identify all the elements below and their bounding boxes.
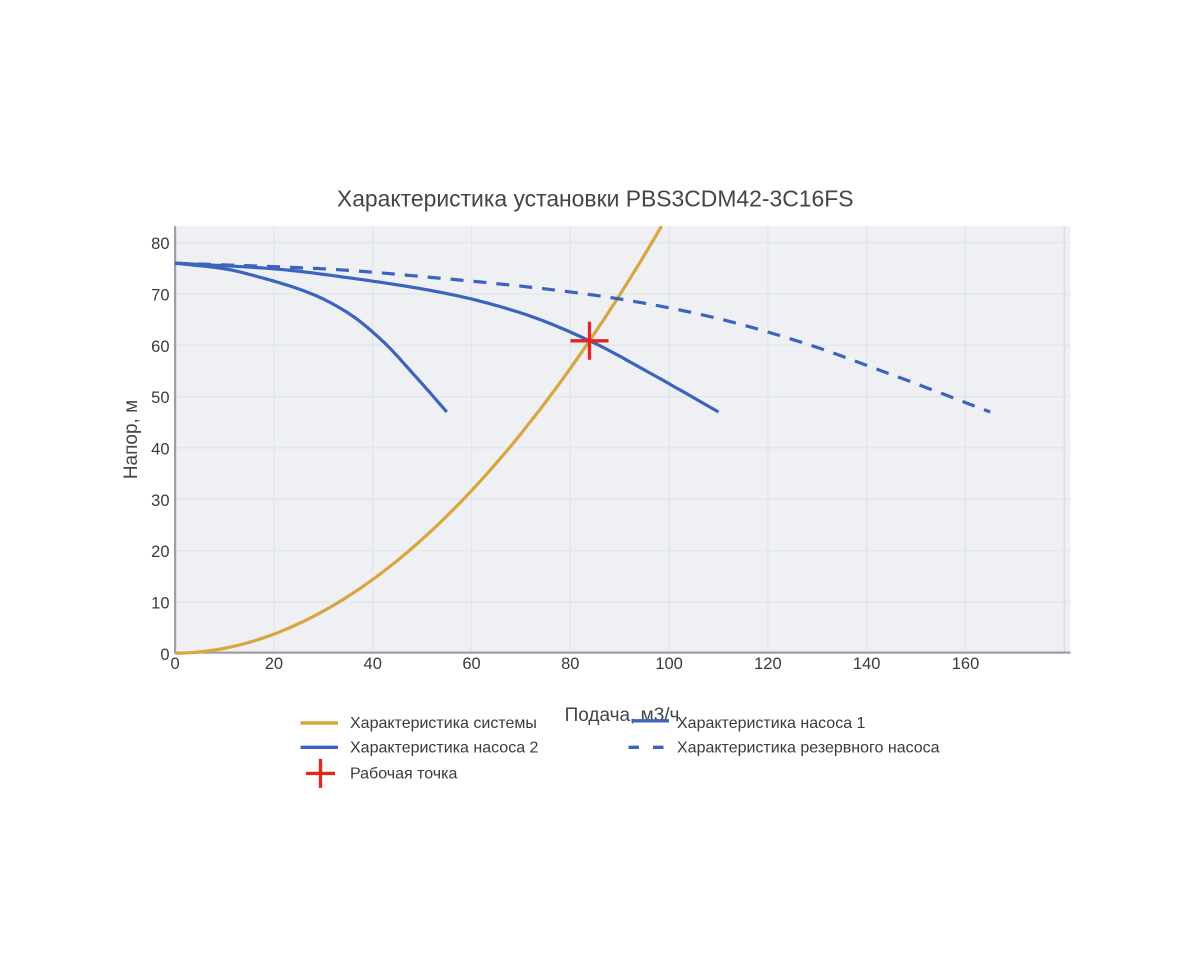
svg-text:60: 60 [462,655,480,673]
svg-text:Характеристика системы: Характеристика системы [350,715,537,732]
svg-text:Подача, м3/ч: Подача, м3/ч [565,705,680,726]
svg-text:80: 80 [151,235,169,253]
svg-text:10: 10 [151,595,169,613]
svg-text:Рабочая точка: Рабочая точка [350,765,457,782]
svg-text:160: 160 [952,655,980,673]
svg-text:60: 60 [151,338,169,356]
svg-text:40: 40 [364,655,382,673]
svg-text:20: 20 [151,543,169,561]
svg-text:20: 20 [265,655,283,673]
svg-text:Характеристика насоса 1: Характеристика насоса 1 [677,715,866,732]
svg-text:Характеристика резервного насо: Характеристика резервного насоса [677,739,940,756]
svg-text:120: 120 [754,655,782,673]
svg-text:Характеристика насоса 2: Характеристика насоса 2 [350,739,539,756]
svg-text:Характеристика установки PBS3C: Характеристика установки PBS3CDM42-3C16F… [337,186,854,212]
svg-text:70: 70 [151,287,169,305]
svg-text:100: 100 [655,655,683,673]
svg-text:0: 0 [160,646,169,664]
svg-text:30: 30 [151,492,169,510]
svg-text:40: 40 [151,441,169,459]
svg-text:140: 140 [853,655,881,673]
svg-text:80: 80 [561,655,579,673]
svg-text:50: 50 [151,389,169,407]
svg-text:0: 0 [171,655,180,673]
svg-text:Напор, м: Напор, м [121,400,142,479]
